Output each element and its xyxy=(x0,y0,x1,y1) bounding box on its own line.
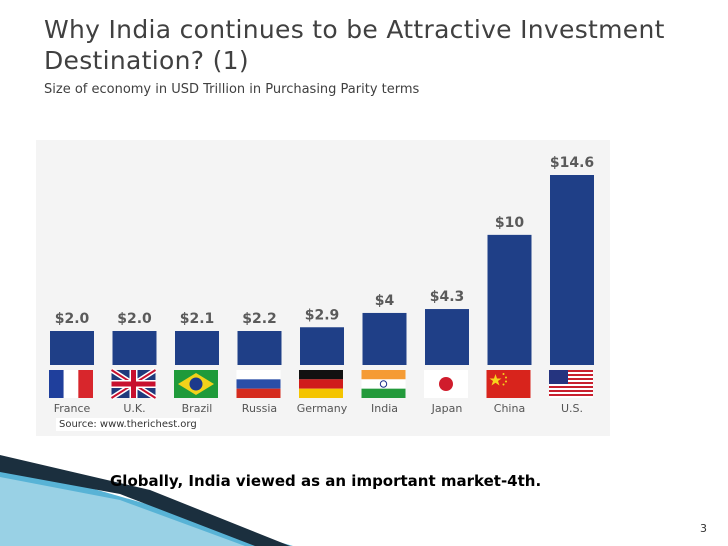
data-label: $4.3 xyxy=(430,289,465,305)
source-note: Source: www.therichest.org xyxy=(56,418,200,431)
china-flag-icon xyxy=(486,370,531,398)
category-label: Russia xyxy=(242,402,277,415)
data-label: $10 xyxy=(495,215,524,231)
category-label: U.S. xyxy=(561,402,583,415)
us-flag-icon xyxy=(549,370,593,398)
bar-chart: $2.0 France $2.0 U.K. $2.1 Brazil $2.2 Russia $2… xyxy=(36,140,610,436)
data-label: $4 xyxy=(375,293,395,309)
category-label: Brazil xyxy=(182,402,213,415)
bar-india xyxy=(362,312,407,365)
data-label: $2.0 xyxy=(117,311,152,327)
tagline: Globally, India viewed as an important m… xyxy=(110,472,542,490)
bar-france xyxy=(50,331,94,365)
germany-flag-icon xyxy=(299,370,343,398)
category-label: Japan xyxy=(431,402,463,415)
bar-brazil xyxy=(175,331,219,365)
france-flag-icon xyxy=(49,370,93,398)
data-label: $14.6 xyxy=(550,155,594,171)
bar-uk xyxy=(112,331,157,365)
category-label: India xyxy=(371,402,398,415)
uk-flag-icon xyxy=(110,367,157,401)
bar-germany xyxy=(300,327,344,365)
page-number: 3 xyxy=(700,522,707,535)
category-label: France xyxy=(54,402,91,415)
slide-subtitle: Size of economy in USD Trillion in Purch… xyxy=(44,82,420,97)
brazil-flag-icon xyxy=(174,370,218,398)
data-label: $2.0 xyxy=(55,311,90,327)
category-label: China xyxy=(494,402,525,415)
category-label: U.K. xyxy=(123,402,145,415)
bar-japan xyxy=(425,309,469,365)
slide-title: Why India continues to be Attractive Inv… xyxy=(44,15,665,75)
bar-china xyxy=(487,234,532,365)
japan-flag-icon xyxy=(424,370,468,398)
bar-russia xyxy=(237,331,282,365)
russia-flag-icon xyxy=(236,370,281,398)
chart-canvas: $2.0 France $2.0 U.K. $2.1 Brazil $2.2 Russia $2… xyxy=(49,155,594,415)
data-label: $2.1 xyxy=(180,311,215,327)
india-flag-icon xyxy=(361,370,406,398)
bar-us xyxy=(550,175,594,365)
category-label: Germany xyxy=(297,402,348,415)
data-label: $2.2 xyxy=(242,311,277,327)
data-label: $2.9 xyxy=(305,307,340,323)
